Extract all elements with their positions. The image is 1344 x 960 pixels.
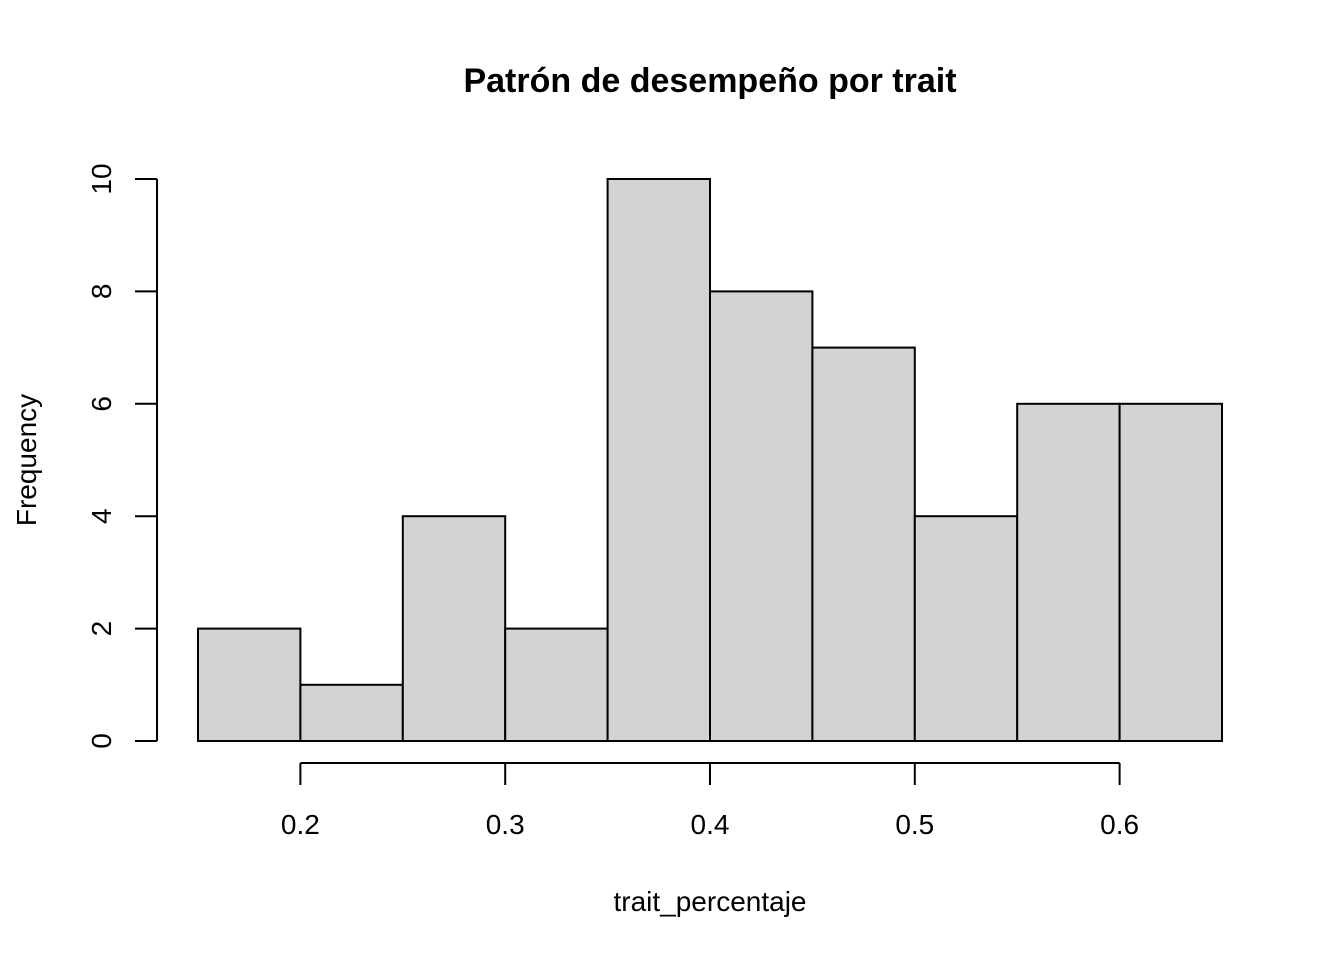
x-tick-label-2: 0.4 xyxy=(691,809,730,840)
y-axis-label: Frequency xyxy=(11,394,42,526)
x-axis: 0.2 0.3 0.4 0.5 0.6 xyxy=(281,762,1139,840)
y-tick-label-4: 8 xyxy=(86,284,117,300)
y-tick-label-1: 2 xyxy=(86,621,117,637)
y-tick-label-3: 6 xyxy=(86,396,117,412)
histogram-bar-5 xyxy=(709,290,814,742)
x-tick-label-4: 0.6 xyxy=(1100,809,1139,840)
histogram-bar-6 xyxy=(811,346,916,742)
bars-group xyxy=(197,178,1223,743)
y-tick-label-0: 0 xyxy=(86,733,117,749)
x-tick-label-3: 0.5 xyxy=(895,809,934,840)
y-tick-label-5: 10 xyxy=(86,163,117,194)
histogram-bar-8 xyxy=(1016,402,1121,742)
histogram-bar-9 xyxy=(1118,402,1223,742)
y-axis: 0 2 4 6 8 10 xyxy=(86,163,158,749)
x-tick-label-0: 0.2 xyxy=(281,809,320,840)
y-tick-label-2: 4 xyxy=(86,508,117,524)
x-tick-label-1: 0.3 xyxy=(486,809,525,840)
chart-title: Patrón de desempeño por trait xyxy=(463,62,956,100)
histogram-bar-1 xyxy=(299,683,404,742)
histogram-bar-3 xyxy=(504,627,609,742)
histogram-bar-7 xyxy=(913,515,1019,743)
x-axis-label: trait_percentaje xyxy=(613,886,806,917)
histogram-bar-2 xyxy=(401,515,507,743)
histogram-bar-0 xyxy=(197,627,302,742)
histogram-bar-4 xyxy=(606,178,711,742)
